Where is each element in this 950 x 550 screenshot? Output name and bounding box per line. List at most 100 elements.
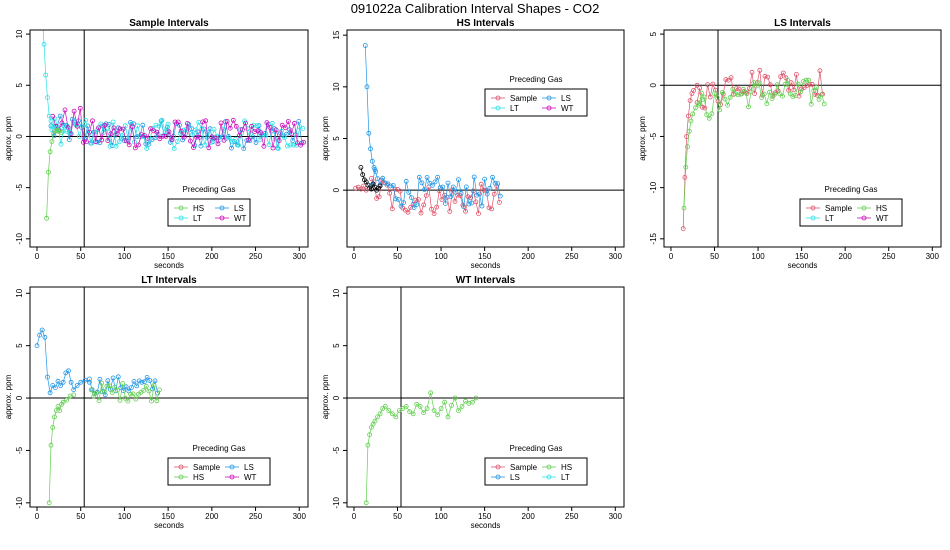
data-point <box>445 180 451 186</box>
data-point <box>141 387 147 393</box>
data-point <box>47 390 53 396</box>
data-point <box>482 176 488 182</box>
data-point <box>410 411 416 417</box>
data-point <box>120 381 126 386</box>
data-point <box>764 101 770 107</box>
data-point <box>220 126 226 132</box>
legend-swatch-point <box>546 95 552 101</box>
data-point <box>132 145 138 151</box>
data-point <box>136 378 142 384</box>
legend-entry-label: WT <box>234 214 247 223</box>
data-point <box>361 183 367 189</box>
legend-swatch-point <box>861 205 867 211</box>
data-point <box>164 124 170 130</box>
data-point <box>392 186 398 192</box>
data-point <box>811 88 817 94</box>
data-point <box>273 127 279 133</box>
y-axis-label: approx. ppm <box>4 116 13 161</box>
data-point <box>233 123 239 129</box>
y-axis-label: approx. ppm <box>321 374 330 419</box>
data-point <box>765 74 771 80</box>
data-point <box>243 120 248 126</box>
y-tick-label: 0 <box>15 134 24 139</box>
data-point <box>40 12 44 16</box>
data-point <box>787 91 793 97</box>
data-point <box>174 139 180 144</box>
data-point <box>369 158 375 164</box>
data-point <box>431 211 437 217</box>
data-point <box>751 80 757 85</box>
data-point <box>487 185 493 191</box>
y-axis-label: approx. ppm <box>321 116 330 161</box>
data-point <box>803 77 809 83</box>
data-point <box>58 141 64 147</box>
data-point <box>442 201 448 207</box>
legend-entry-label: LT <box>193 214 202 223</box>
data-point <box>687 98 693 103</box>
data-point <box>368 186 374 192</box>
data-point <box>809 81 815 87</box>
data-point <box>416 174 422 180</box>
data-point <box>795 81 801 87</box>
data-point <box>56 128 62 134</box>
data-point <box>372 418 378 424</box>
data-point <box>94 389 100 395</box>
data-point <box>145 135 151 141</box>
data-point <box>398 203 404 209</box>
x-tick-label: 0 <box>352 252 357 261</box>
data-point <box>699 90 704 96</box>
data-point <box>117 397 123 403</box>
data-point <box>68 379 74 385</box>
data-point <box>396 408 402 414</box>
panel-title: Sample Intervals <box>129 18 209 29</box>
data-point <box>791 87 797 93</box>
data-point <box>814 92 820 98</box>
panel-1: HS Intervals 0 50 100 150 200 250 300 seconds 0 5 1… <box>321 18 625 270</box>
data-point <box>819 92 825 97</box>
plot-frame <box>346 29 625 248</box>
data-point <box>697 85 703 91</box>
data-point <box>756 80 762 86</box>
data-point <box>767 82 773 88</box>
data-point <box>245 126 251 132</box>
data-point <box>134 383 140 389</box>
data-point <box>400 406 406 411</box>
data-point <box>423 193 429 199</box>
data-point <box>200 119 206 125</box>
data-point <box>193 127 199 133</box>
legend-swatch-point <box>229 464 235 470</box>
data-point <box>457 193 463 199</box>
panel-title: HS Intervals <box>457 18 515 29</box>
data-point <box>51 133 57 139</box>
data-point <box>375 176 380 182</box>
data-point <box>190 132 196 138</box>
data-point <box>288 142 293 148</box>
data-point <box>363 500 369 506</box>
legend-entry-label: HS <box>193 204 204 213</box>
data-point <box>796 93 802 99</box>
data-point <box>448 194 454 200</box>
data-point <box>285 119 291 124</box>
data-point <box>279 122 285 128</box>
legend-swatch-point <box>219 205 225 211</box>
data-point <box>224 119 230 124</box>
data-point <box>449 402 454 408</box>
data-point <box>67 129 73 135</box>
data-point <box>131 121 137 127</box>
legend-swatch-point <box>810 205 816 211</box>
data-point <box>43 72 49 78</box>
data-point <box>96 125 101 131</box>
data-point <box>91 393 97 399</box>
legend-entry-label: LS <box>234 204 244 213</box>
data-point <box>53 408 59 414</box>
x-axis-label: seconds <box>154 261 184 270</box>
data-point <box>77 105 83 111</box>
data-point <box>71 392 77 398</box>
x-tick-label: 250 <box>565 512 579 521</box>
legend-entry-label: LS <box>510 473 520 482</box>
data-point <box>221 137 227 143</box>
data-point <box>691 88 696 93</box>
data-point <box>727 95 733 100</box>
y-axis-label: approx. ppm <box>4 374 13 419</box>
data-point <box>495 181 501 187</box>
